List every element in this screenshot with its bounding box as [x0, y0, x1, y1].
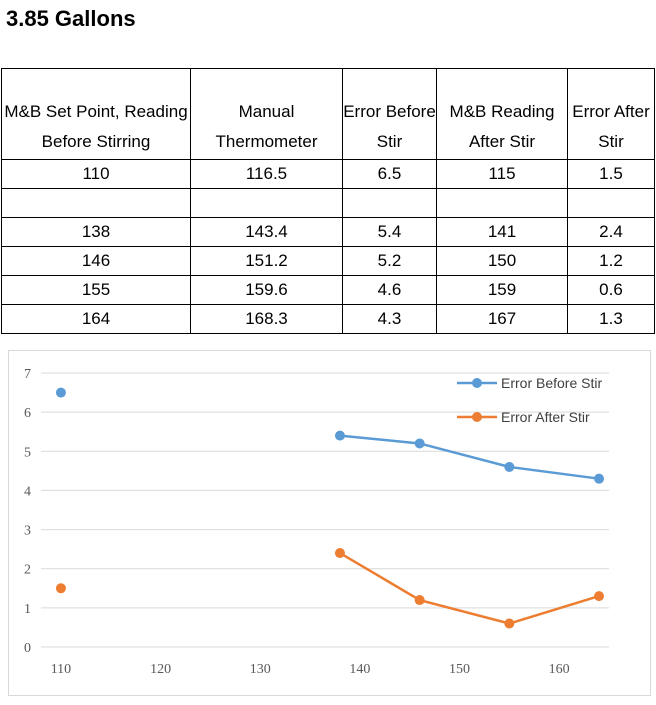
- table-cell: 141: [436, 217, 568, 247]
- table-cell: [342, 188, 437, 218]
- series-line-1: [339, 434, 600, 480]
- y-tick-label: 3: [24, 524, 31, 539]
- table-cell: 150: [436, 246, 568, 276]
- table-row: 146 151.2 5.2 150 1.2: [1, 246, 655, 276]
- y-tick-label: 1: [24, 602, 31, 617]
- data-point: [504, 461, 515, 472]
- table-cell: 4.3: [342, 304, 437, 334]
- x-tick-label: 150: [449, 662, 470, 677]
- data-point: [414, 438, 425, 449]
- table-cell: 0.6: [567, 275, 655, 305]
- data-point: [594, 473, 605, 484]
- data-table: M&B Set Point, Reading Before Stirring M…: [1, 68, 655, 334]
- table-cell: 115: [436, 159, 568, 189]
- x-tick-label: 130: [250, 662, 271, 677]
- table-cell: [436, 188, 568, 218]
- table-cell: [1, 188, 191, 218]
- table-row: 110 116.5 6.5 115 1.5: [1, 159, 655, 189]
- data-point: [55, 583, 66, 594]
- table-cell: [567, 188, 655, 218]
- data-point: [504, 618, 515, 629]
- table-cell: 159.6: [190, 275, 343, 305]
- table-cell: 5.2: [342, 246, 437, 276]
- table-row: 155 159.6 4.6 159 0.6: [1, 275, 655, 305]
- table-cell: 1.5: [567, 159, 655, 189]
- legend-label: Error Before Stir: [501, 375, 602, 391]
- line-chart: 0 1 2 3 4 5 6 7 110 120 130 140 150 160 Error Before S…: [24, 367, 609, 677]
- table-row: 164 168.3 4.3 167 1.3: [1, 304, 655, 334]
- data-point: [334, 430, 345, 441]
- x-tick-label: 160: [549, 662, 570, 677]
- header-cell: Error Before Stir: [342, 68, 437, 160]
- table-cell: 164: [1, 304, 191, 334]
- y-tick-label: 6: [24, 406, 31, 421]
- chart-area: 0 1 2 3 4 5 6 7 110 120 130 140 150 160 Error Before S…: [8, 350, 651, 696]
- header-cell: Manual Thermometer: [190, 68, 343, 160]
- table-row: [1, 188, 655, 218]
- table-cell: 1.3: [567, 304, 655, 334]
- table-cell: 155: [1, 275, 191, 305]
- y-tick-label: 4: [24, 484, 31, 499]
- table-cell: 110: [1, 159, 191, 189]
- table-cell: 2.4: [567, 217, 655, 247]
- table-cell: 6.5: [342, 159, 437, 189]
- y-tick-label: 0: [24, 641, 31, 656]
- legend-marker: [472, 412, 482, 422]
- table-cell: 159: [436, 275, 568, 305]
- table-cell: 4.6: [342, 275, 437, 305]
- table-cell: 167: [436, 304, 568, 334]
- data-point: [334, 548, 345, 559]
- x-tick-label: 120: [150, 662, 171, 677]
- table-cell: 143.4: [190, 217, 343, 247]
- legend-label: Error After Stir: [501, 409, 590, 425]
- table-header-row: M&B Set Point, Reading Before Stirring M…: [1, 68, 655, 160]
- table-cell: [190, 188, 343, 218]
- x-tick-label: 140: [349, 662, 370, 677]
- table-cell: 151.2: [190, 246, 343, 276]
- table-cell: 1.2: [567, 246, 655, 276]
- data-point: [594, 591, 605, 602]
- y-tick-label: 2: [24, 563, 31, 578]
- data-point: [414, 595, 425, 606]
- x-tick-label: 110: [51, 662, 71, 677]
- header-cell: Error After Stir: [567, 68, 655, 160]
- table-cell: 116.5: [190, 159, 343, 189]
- series-line-2: [339, 551, 600, 625]
- table-cell: 168.3: [190, 304, 343, 334]
- table-row: 138 143.4 5.4 141 2.4: [1, 217, 655, 247]
- legend-marker: [472, 378, 482, 388]
- table-cell: 138: [1, 217, 191, 247]
- header-cell: M&B Set Point, Reading Before Stirring: [1, 68, 191, 160]
- table-cell: 5.4: [342, 217, 437, 247]
- data-point: [55, 387, 66, 398]
- y-tick-label: 7: [24, 367, 31, 382]
- page-title: 3.85 Gallons: [6, 6, 136, 31]
- header-cell: M&B Reading After Stir: [436, 68, 568, 160]
- y-tick-label: 5: [24, 445, 31, 460]
- table-cell: 146: [1, 246, 191, 276]
